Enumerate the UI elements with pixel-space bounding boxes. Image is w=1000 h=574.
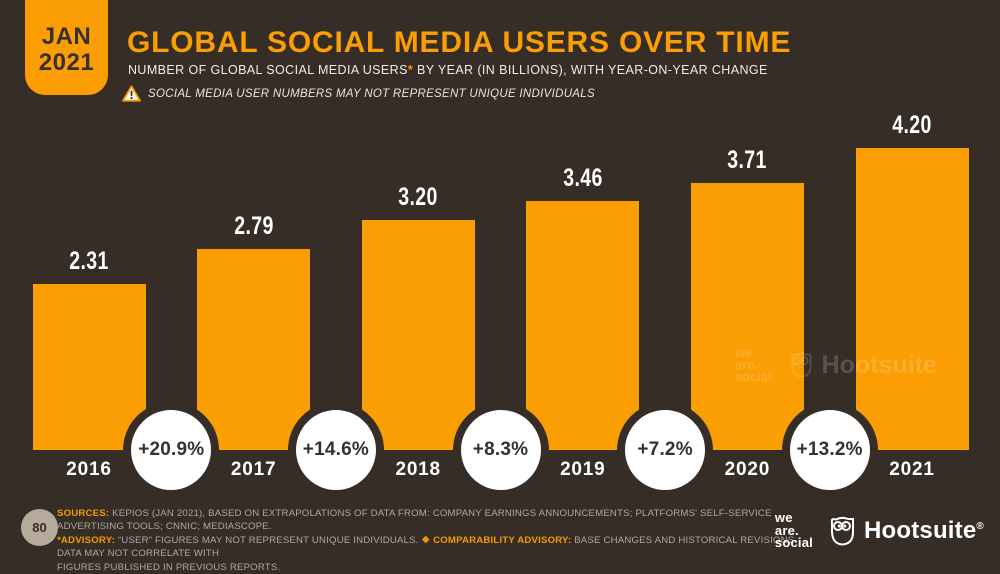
year-label-2020: 2020 [724,459,771,480]
date-badge-year: 2021 [38,49,95,76]
subtitle-text: NUMBER OF GLOBAL SOCIAL MEDIA USERS [128,63,408,77]
bar-2021 [855,148,969,450]
bar-2017 [197,249,311,450]
subtitle-asterisk: * [407,63,414,77]
registered-mark: ® [976,521,984,532]
growth-badge-2019-2020: +7.2% [617,402,714,498]
bar-2018 [361,220,475,450]
hootsuite-logo-label: Hootsuite® [863,517,984,544]
bar-2020 [690,183,804,450]
bar-value-2016: 2.31 [69,247,109,275]
year-label-2016: 2016 [66,459,112,480]
year-label-2021: 2021 [889,459,935,480]
growth-badge-2016-2017: +20.9% [123,402,220,498]
warning-triangle-icon [122,85,141,102]
bar-2016 [32,284,146,450]
hootsuite-logo: Hootsuite® [827,515,984,547]
bar-2019 [526,201,640,450]
growth-badge-2018-2019: +8.3% [452,402,549,498]
advisory-text: SOCIAL MEDIA USER NUMBERS MAY NOT REPRES… [148,87,595,100]
bar-value-2021: 4.20 [892,111,932,139]
source-notes: SOURCES: KEPIOS (JAN 2021), BASED ON EXT… [57,508,798,573]
footer-logos: we are. social Hootsuite® [775,510,984,552]
advisory-note: SOCIAL MEDIA USER NUMBERS MAY NOT REPRES… [122,85,595,102]
subtitle-text-post: BY YEAR (IN BILLIONS), WITH YEAR-ON-YEAR… [413,63,768,77]
date-badge-month: JAN [41,23,92,50]
chart-subtitle: NUMBER OF GLOBAL SOCIAL MEDIA USERS* BY … [128,63,768,77]
we-are-social-logo: we are. social [774,510,813,551]
year-label-2017: 2017 [230,459,277,480]
hootsuite-owl-icon [830,516,854,546]
page-number-badge: 80 [21,509,58,546]
year-label-2018: 2018 [395,459,441,480]
year-label-2019: 2019 [560,459,606,480]
bar-value-2019: 3.46 [563,164,603,192]
date-badge: JAN 2021 [25,0,108,95]
growth-badge-2017-2018: +14.6% [287,402,384,498]
bar-value-2017: 2.79 [233,212,274,240]
bar-value-2020: 3.71 [727,146,768,174]
page-title: GLOBAL SOCIAL MEDIA USERS OVER TIME [127,26,792,59]
growth-badge-2020-2021: +13.2% [781,402,878,498]
bar-value-2018: 3.20 [398,183,438,211]
